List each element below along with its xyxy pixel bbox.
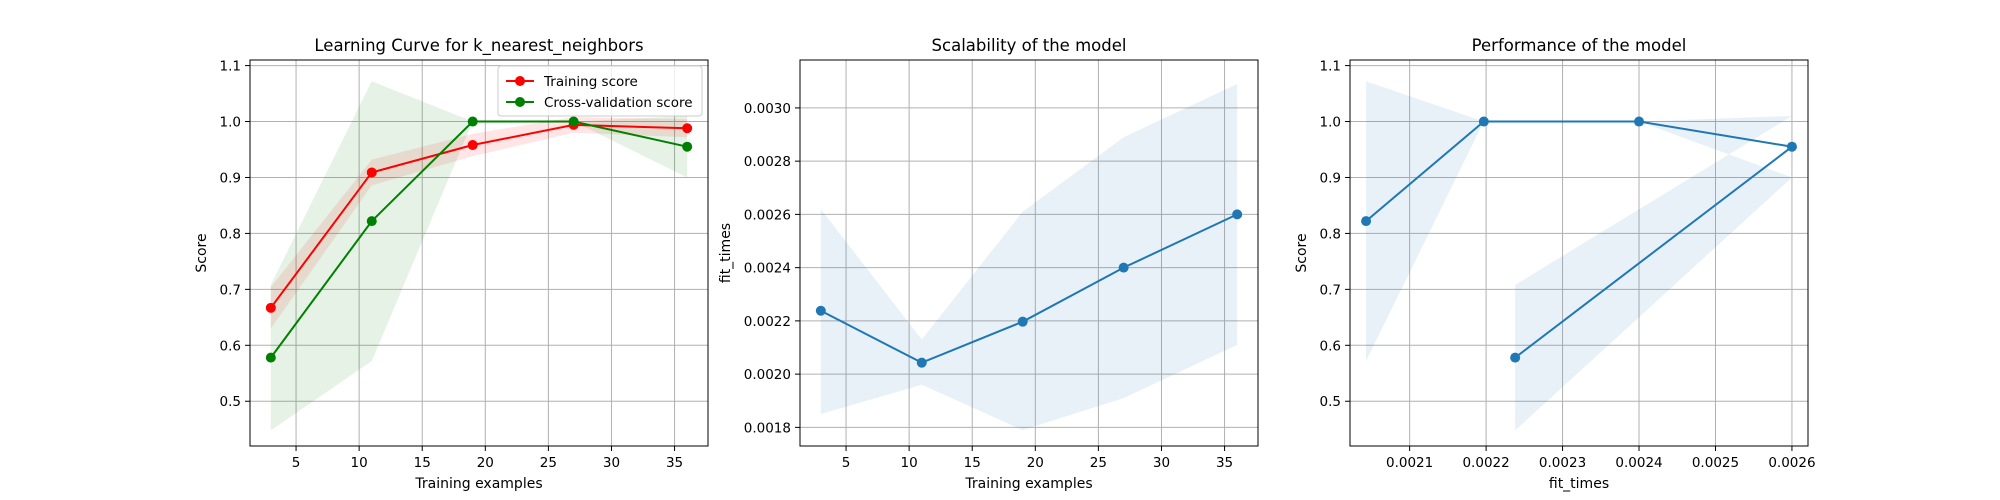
- axes-frame: [799, 59, 1259, 447]
- y-tick-label: 1.1: [1320, 59, 1341, 75]
- x-tick-label: 20: [477, 455, 494, 471]
- chart-panel-3: 0.0021 0.0022 0.0023 0.0024 0.0025 0.0026 0.5 0…: [1294, 36, 1816, 492]
- x-tick-label: 10: [901, 455, 918, 471]
- x-tick-label: 5: [842, 455, 851, 471]
- x-tick-label: 35: [666, 455, 683, 471]
- data-point: [467, 140, 478, 151]
- x-tick-label: 25: [540, 455, 557, 471]
- axes-frame: [249, 59, 709, 447]
- x-tick-label: 20: [1027, 455, 1044, 471]
- y-tick-label: 0.9: [1320, 170, 1341, 186]
- data-point: [1634, 116, 1645, 127]
- legend-label: Training score: [543, 74, 638, 90]
- x-tick-label: 15: [414, 455, 431, 471]
- data-point: [265, 352, 276, 363]
- y-tick-label: 0.9: [220, 170, 241, 186]
- y-tick-label: 0.5: [220, 394, 241, 410]
- data-point: [1510, 352, 1521, 363]
- data-point: [1361, 216, 1372, 227]
- x-axis-label: Training examples: [964, 476, 1092, 492]
- data-point: [265, 302, 276, 313]
- data-point: [366, 216, 377, 227]
- y-tick-label: 0.0028: [744, 154, 791, 170]
- y-axis-label: Score: [1294, 233, 1310, 272]
- data-point: [467, 116, 478, 127]
- chart-title: Performance of the model: [1472, 36, 1687, 55]
- chart-panel-2: 5 10 15 20 25 30 35 0.0018 0.0020 0.0022 0.0024 0.0…: [718, 36, 1259, 492]
- y-tick-label: 0.7: [1320, 282, 1341, 298]
- chart-title: Learning Curve for k_nearest_neighbors: [314, 36, 643, 56]
- y-tick-label: 0.6: [1320, 338, 1341, 354]
- y-tick-label: 0.0026: [744, 207, 791, 223]
- x-tick-label: 35: [1216, 455, 1233, 471]
- legend-marker: [515, 97, 525, 107]
- y-tick-label: 0.7: [220, 282, 241, 298]
- series-band: [1366, 81, 1792, 431]
- legend-box: [497, 65, 703, 117]
- axes-frame: [1349, 59, 1809, 447]
- x-tick-label: 0.0024: [1615, 455, 1662, 471]
- chart-panel-1: 5 10 15 20 25 30 35 0.5 0.6 0.7 0.8 0.9 1.0 1.1 Learni…: [194, 36, 709, 492]
- data-point: [366, 167, 377, 178]
- x-tick-label: 10: [351, 455, 368, 471]
- y-tick-label: 1.0: [220, 115, 241, 131]
- x-tick-label: 15: [964, 455, 981, 471]
- data-point: [1017, 316, 1028, 327]
- y-tick-label: 1.0: [1320, 115, 1341, 131]
- data-point: [815, 305, 826, 316]
- data-point: [682, 123, 693, 134]
- series-band: [270, 81, 688, 431]
- x-tick-label: 0.0023: [1539, 455, 1586, 471]
- data-point: [682, 141, 693, 152]
- x-axis-label: fit_times: [1549, 476, 1609, 492]
- data-point: [1478, 116, 1489, 127]
- x-tick-label: 5: [292, 455, 301, 471]
- data-point: [1232, 209, 1243, 220]
- y-tick-label: 0.0024: [744, 261, 791, 277]
- x-tick-label: 30: [1153, 455, 1170, 471]
- series-band: [820, 83, 1238, 431]
- data-point: [1786, 141, 1797, 152]
- x-tick-label: 0.0026: [1768, 455, 1815, 471]
- legend: Training score Cross-validation score: [497, 65, 703, 117]
- y-axis-label: Score: [194, 233, 210, 272]
- y-tick-label: 0.8: [220, 226, 241, 242]
- y-tick-label: 1.1: [220, 59, 241, 75]
- x-tick-label: 0.0022: [1462, 455, 1509, 471]
- x-tick-label: 0.0025: [1692, 455, 1739, 471]
- y-tick-label: 0.5: [1320, 394, 1341, 410]
- legend-marker: [515, 76, 525, 86]
- data-point: [568, 116, 579, 127]
- chart-title: Scalability of the model: [932, 36, 1127, 55]
- x-axis-label: Training examples: [414, 476, 542, 492]
- y-tick-label: 0.6: [220, 338, 241, 354]
- y-tick-label: 0.0020: [744, 367, 791, 383]
- y-tick-label: 0.0030: [744, 101, 791, 117]
- y-tick-label: 0.8: [1320, 226, 1341, 242]
- legend-label: Cross-validation score: [544, 95, 693, 111]
- y-tick-label: 0.0018: [744, 420, 791, 436]
- data-point: [916, 357, 927, 368]
- y-tick-label: 0.0022: [744, 314, 791, 330]
- y-axis-label: fit_times: [718, 223, 734, 283]
- x-tick-label: 0.0021: [1386, 455, 1433, 471]
- data-point: [1118, 262, 1129, 273]
- x-tick-label: 30: [603, 455, 620, 471]
- x-tick-label: 25: [1090, 455, 1107, 471]
